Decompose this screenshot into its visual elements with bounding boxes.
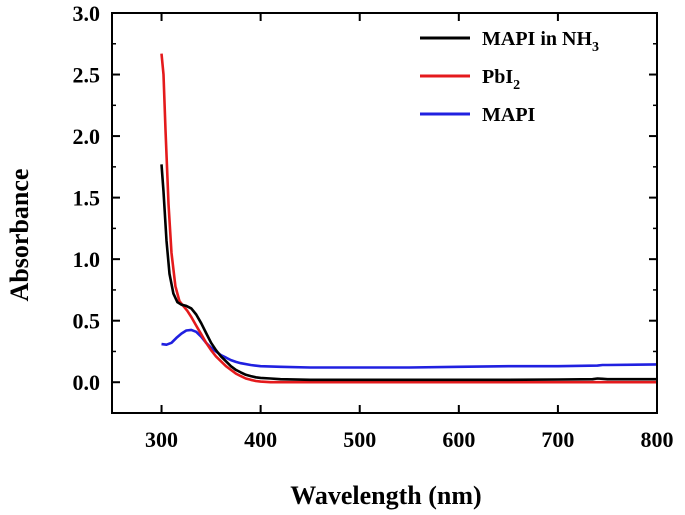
y-tick-label: 1.5 [73,186,101,211]
y-tick-label: 2.0 [73,124,101,149]
y-tick-label: 0.0 [73,370,101,395]
series-line-pbi2 [160,53,657,384]
legend-entry: MAPI in NH3 [482,28,599,55]
series-layer [160,53,658,384]
y-tick-label: 0.5 [73,309,101,334]
x-tick-label: 700 [541,427,574,452]
axis-ticks [112,12,658,414]
y-tick-label: 2.5 [73,63,101,88]
legend: MAPI in NH3 PbI2 MAPI [420,28,599,126]
x-tick-label: 300 [145,427,178,452]
x-tick-label: 600 [442,427,475,452]
x-axis-title: Wavelength (nm) [290,481,481,510]
x-tick-labels: 300 400 500 600 700 800 [145,427,673,452]
legend-entry: MAPI [482,104,536,126]
series-line-mapi [161,328,658,369]
legend-entry: PbI2 [482,66,520,93]
x-tick-label: 800 [641,427,674,452]
y-tick-label: 3.0 [73,1,101,26]
y-axis-title: Absorbance [5,169,34,302]
x-tick-label: 500 [343,427,376,452]
x-tick-label: 400 [244,427,277,452]
plot-frame [111,12,658,414]
series-line-mapi-in-nh3 [160,164,657,382]
y-tick-label: 1.0 [73,247,101,272]
y-tick-labels: 0.0 0.5 1.0 1.5 2.0 2.5 3.0 [73,1,101,395]
